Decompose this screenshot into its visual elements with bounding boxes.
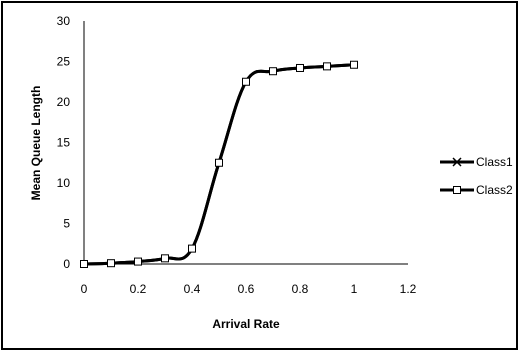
x-tick-label: 1 xyxy=(351,282,358,296)
y-tick-label: 0 xyxy=(63,257,70,271)
data-point-class2 xyxy=(80,260,88,268)
x-tick-label: 0.4 xyxy=(184,282,201,296)
y-tick-label: 15 xyxy=(57,136,71,150)
x-axis-title: Arrival Rate xyxy=(212,317,280,331)
legend-marker xyxy=(453,186,461,194)
x-tick-label: 0.6 xyxy=(238,282,255,296)
y-tick-label: 10 xyxy=(57,176,71,190)
data-point-class2 xyxy=(134,257,142,266)
data-point-class2 xyxy=(188,244,196,253)
x-tick-label: 0.8 xyxy=(292,282,309,296)
data-point-class2 xyxy=(350,60,358,69)
legend-item-class1: Class1 xyxy=(440,155,513,169)
data-point-class2 xyxy=(269,67,277,76)
plot-area xyxy=(80,60,358,268)
y-tick-label: 30 xyxy=(57,14,71,28)
y-tick-label: 20 xyxy=(57,95,71,109)
y-tick-label: 5 xyxy=(63,217,70,231)
data-point-class2 xyxy=(242,77,250,86)
legend-label: Class1 xyxy=(476,155,513,169)
y-tick-label: 25 xyxy=(57,55,71,69)
y-axis-title: Mean Queue Length xyxy=(29,86,43,201)
legend-item-class2: Class2 xyxy=(440,183,513,197)
chart-axes xyxy=(83,21,408,265)
data-point-class2 xyxy=(161,254,169,263)
x-tick-label: 0.2 xyxy=(130,282,147,296)
legend: Class1 Class2 xyxy=(440,155,513,197)
x-tick-label: 0 xyxy=(81,282,88,296)
data-point-class2 xyxy=(215,158,223,167)
data-point-class2 xyxy=(107,259,115,268)
data-point-class2 xyxy=(296,63,304,72)
legend-label: Class2 xyxy=(476,183,513,197)
legend-marker xyxy=(452,157,462,167)
y-tick-labels: 0 5 10 15 20 25 30 xyxy=(57,14,71,271)
data-point-class2 xyxy=(323,62,331,71)
x-tick-label: 1.2 xyxy=(400,282,417,296)
x-tick-labels: 0 0.2 0.4 0.6 0.8 1 1.2 xyxy=(81,282,417,296)
